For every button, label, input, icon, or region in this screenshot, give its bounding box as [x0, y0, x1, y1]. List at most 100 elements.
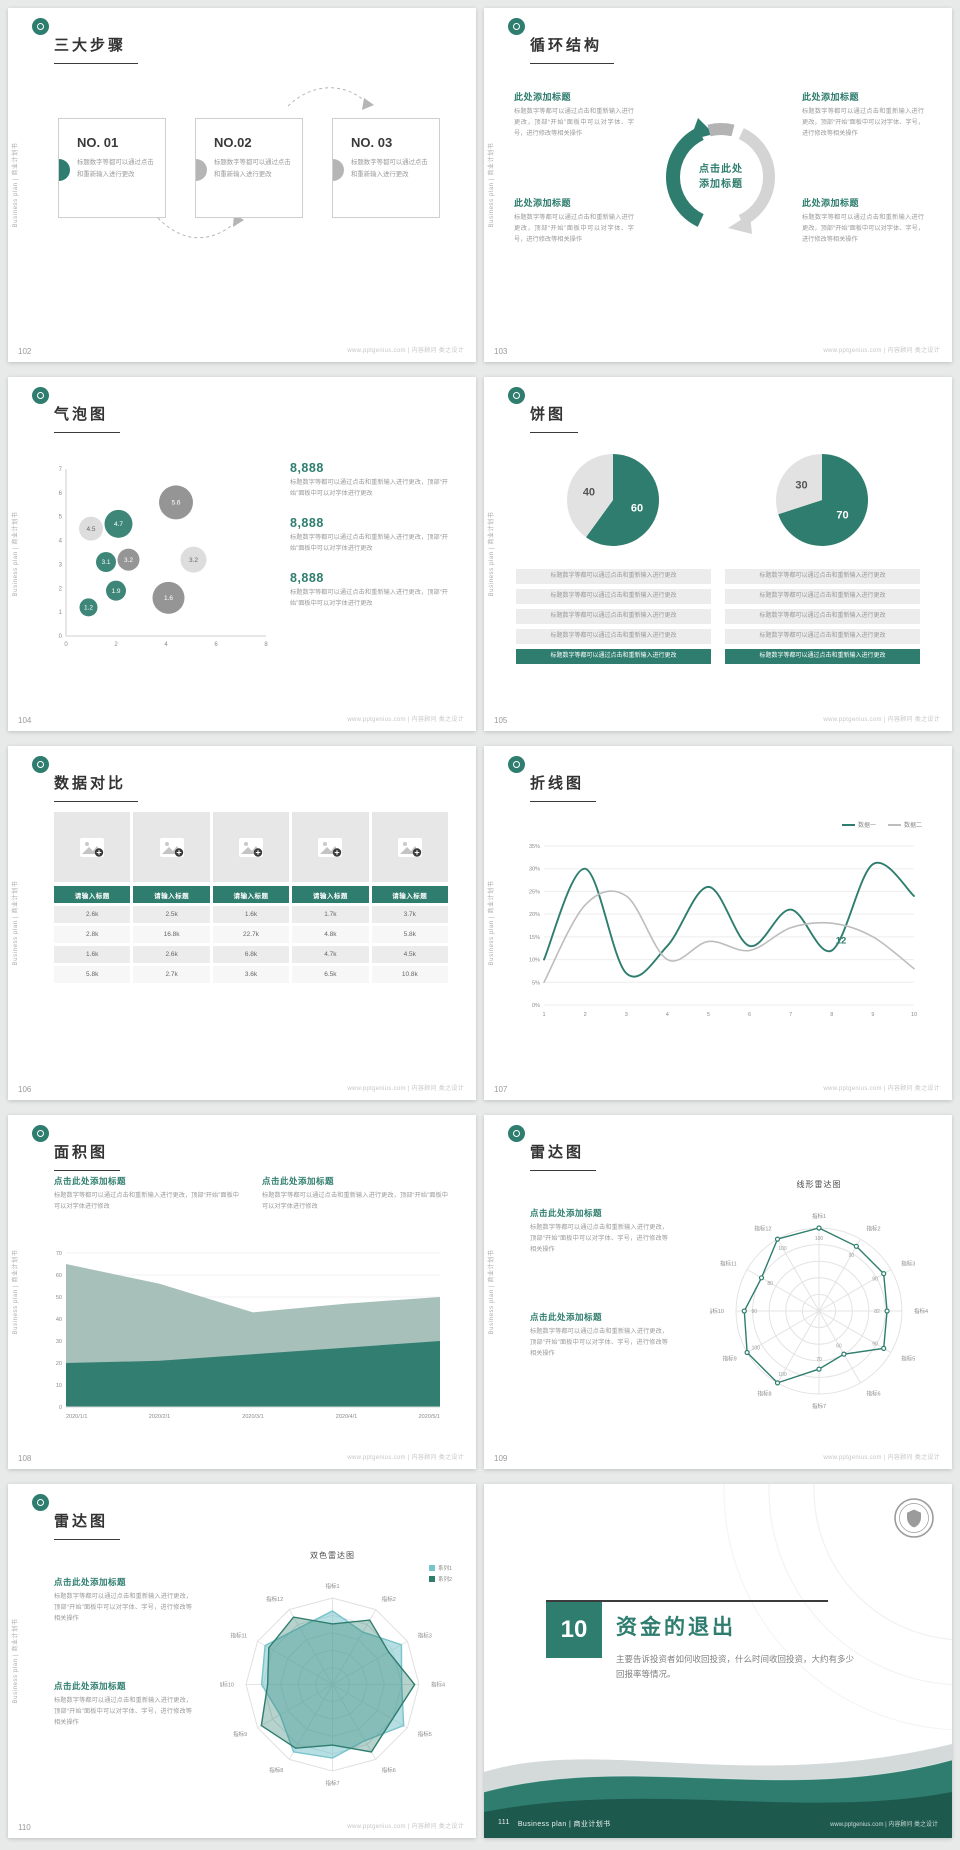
svg-text:40: 40 [583, 487, 595, 499]
table-cell: 2.7k [133, 966, 210, 983]
section-number: 10 [546, 1602, 602, 1658]
svg-text:指标8: 指标8 [757, 1389, 771, 1397]
caption-bar: 标题数字等都可以通过点击和重新输入进行更改 [516, 629, 711, 644]
sidebar-vertical-text: Business plan | 商业计划书 [489, 880, 495, 966]
radar-chart: 指标1 指标2 指标3 指标4 指标5 指标6 指标7 指标8 指标9 指标10 指标11 指标12 1… [710, 1212, 928, 1410]
svg-text:1: 1 [59, 610, 63, 616]
page-number: 110 [18, 1823, 31, 1832]
footer-url: www.pptgenius.com | 内容顾问 类之设计 [823, 1086, 940, 1092]
chart-title: 双色雷达图 [310, 1551, 355, 1560]
pie-slice [567, 454, 613, 538]
table-cell: 6.8k [212, 946, 290, 963]
svg-text:30%: 30% [529, 867, 540, 873]
text-block: 点击此处添加标题 标题数字等都可以通过点击和重新输入进行更改，顶部“开始”面板中… [54, 1576, 192, 1625]
stat-body: 标题数字等都可以通过点击和重新输入进行更改，顶部“开始”面板中可以对字体进行更改 [290, 479, 448, 497]
page-number: 106 [18, 1085, 32, 1094]
slide-107: Business plan | 商业计划书 折线图 数据一 数据二 0% 5% 10… [484, 746, 952, 1100]
svg-text:2020/2/1: 2020/2/1 [149, 1414, 170, 1420]
divider-line [546, 1600, 828, 1602]
footer-url: www.pptgenius.com | 内容顾问 类之设计 [347, 717, 464, 723]
series-swatch [887, 823, 901, 826]
image-icon [80, 837, 105, 857]
slide-111: 10 资金的退出 主要告诉投资者如何收回投资，什么时间收回投资，大约有多少回报率… [484, 1484, 952, 1838]
image-placeholder [371, 812, 448, 882]
step-card: NO. 03 标题数字等都可以通过点击和重新输入进行更改 [332, 118, 440, 218]
page-title: 面积图 [54, 1141, 121, 1171]
svg-text:指标9: 指标9 [723, 1355, 737, 1363]
footer-url: www.pptgenius.com | 内容顾问 类之设计 [823, 1455, 940, 1461]
page-title: 循环结构 [530, 34, 615, 64]
svg-text:6: 6 [214, 642, 218, 648]
svg-text:1.2: 1.2 [84, 605, 93, 612]
brand-logo-icon [32, 18, 49, 35]
image-icon [238, 837, 263, 857]
table-cell: 10.8k [371, 966, 448, 983]
section-footer: 111 Business plan | 商业计划书 [498, 1819, 611, 1829]
table-cell: 2.5k [133, 906, 210, 923]
radar-chart: 指标1 指标2 指标3 指标4 指标5 指标6 指标7 指标8 指标9 指标10 指标11 指标12 [220, 1582, 445, 1787]
caption-bar: 标题数字等都可以通过点击和重新输入进行更改 [725, 589, 920, 604]
svg-text:0%: 0% [532, 1003, 540, 1009]
page-number: 105 [494, 716, 508, 725]
svg-text:3: 3 [625, 1012, 628, 1018]
svg-text:60: 60 [631, 502, 643, 514]
slide-102: Business plan | 商业计划书 三大步骤 NO. 01 标题数字等都… [8, 8, 476, 362]
image-icon [318, 837, 343, 857]
bubble [180, 546, 207, 573]
page-title: 雷达图 [530, 1141, 597, 1171]
svg-text:60: 60 [836, 1343, 842, 1349]
block-heading: 点击此处添加标题 [262, 1176, 335, 1186]
table-cell: 5.8k [371, 926, 448, 943]
image-icon [397, 837, 422, 857]
caption-bar-column: 标题数字等都可以通过点击和重新输入进行更改 标题数字等都可以通过点击和重新输入进行… [725, 569, 920, 664]
stat-value: 8,888 [290, 461, 324, 475]
legend-item: 数据二 [887, 820, 922, 829]
caption-bar: 标题数字等都可以通过点击和重新输入进行更改 [516, 569, 711, 584]
block-body: 标题数字等都可以通过点击和重新输入进行更改，顶部“开始”面板中可以对字体、字号，… [802, 214, 924, 243]
table-row: 2.8k 16.8k 22.7k 4.8k 5.8k [54, 926, 448, 943]
table-cell: 16.8k [133, 926, 210, 943]
sidebar-vertical-text: Business plan | 商业计划书 [489, 1249, 495, 1335]
table-cell: 3.6k [212, 966, 290, 983]
text-block: 点击此处添加标题 标题数字等都可以通过点击和重新输入进行更改，顶部“开始”面板中… [54, 1175, 239, 1213]
text-block: 此处添加标题 标题数字等都可以通过点击和重新输入进行更改，顶部“开始”面板中可以… [514, 196, 634, 246]
svg-text:100: 100 [815, 1236, 824, 1242]
chart-legend: 系列1 系列2 [428, 1564, 452, 1583]
page-number: 104 [18, 716, 32, 725]
step-body: 标题数字等都可以通过点击和重新输入进行更改 [77, 159, 154, 178]
svg-text:指标2: 指标2 [382, 1595, 396, 1603]
cycle-diagram: 点击此处 添加标题 [656, 112, 786, 242]
brand-logo-icon [32, 1494, 49, 1511]
sidebar-vertical-text: Business plan | 商业计划书 [13, 1249, 19, 1335]
image-placeholder-row [54, 812, 448, 882]
svg-text:100: 100 [778, 1246, 787, 1252]
svg-text:5%: 5% [532, 980, 540, 986]
svg-text:4: 4 [164, 642, 168, 648]
footer-url: www.pptgenius.com | 内容顾问 类之设计 [347, 1824, 464, 1830]
table-cell: 22.7k [212, 926, 290, 943]
text-block: 此处添加标题 标题数字等都可以通过点击和重新输入进行更改，顶部“开始”面板中可以… [802, 196, 924, 246]
svg-text:35%: 35% [529, 844, 540, 850]
bubble [117, 548, 140, 571]
table-cell: 6.5k [292, 966, 369, 983]
table-header-cell: 请输入标题 [212, 886, 290, 903]
block-body: 标题数字等都可以通过点击和重新输入进行更改，顶部“开始”面板中可以对字体、字号，… [54, 1593, 192, 1622]
caption-bar: 标题数字等都可以通过点击和重新输入进行更改 [516, 589, 711, 604]
image-placeholder [133, 812, 210, 882]
step-number: NO. 01 [77, 135, 119, 150]
svg-text:8: 8 [830, 1012, 833, 1018]
caption-bars: 标题数字等都可以通过点击和重新输入进行更改 标题数字等都可以通过点击和重新输入进行… [516, 569, 920, 664]
svg-text:15%: 15% [529, 935, 540, 941]
footer-url: www.pptgenius.com | 内容顾问 类之设计 [823, 348, 940, 354]
block-heading: 点击此处添加标题 [530, 1208, 603, 1218]
line-series [543, 890, 915, 984]
table-cell: 5.8k [54, 966, 131, 983]
svg-text:1: 1 [542, 1012, 545, 1018]
section-body: 主要告诉投资者如何收回投资，什么时间收回投资，大约有多少回报率等情况。 [616, 1654, 855, 1680]
brand-logo-icon [32, 756, 49, 773]
legend-label: 数据二 [903, 823, 922, 829]
table-header-cell: 请输入标题 [292, 886, 369, 903]
slide-106: Business plan | 商业计划书 数据对比 请输入标题 请输入标题 请输入… [8, 746, 476, 1100]
bubble-chart: 0 1 2 3 4 5 6 7 0 2 4 6 8 4.5 4.7 5.6 3.2 3.1 3.2 1.9 1.2 1.6 [59, 467, 269, 648]
svg-text:3.1: 3.1 [101, 559, 110, 566]
